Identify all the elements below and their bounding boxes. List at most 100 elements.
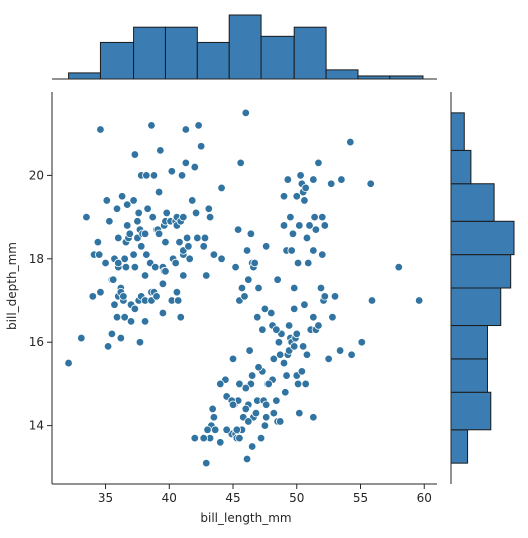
scatter-point bbox=[244, 417, 253, 426]
scatter-point bbox=[366, 179, 375, 188]
x-hist-bar bbox=[196, 41, 230, 80]
scatter-point bbox=[314, 158, 323, 168]
scatter-point bbox=[242, 454, 252, 464]
scatter-points bbox=[64, 108, 424, 468]
scatter-point bbox=[194, 121, 203, 130]
y-hist-bar bbox=[450, 391, 492, 431]
x-tick-label: 40 bbox=[162, 491, 177, 505]
scatter-point bbox=[246, 229, 256, 238]
scatter-point bbox=[121, 262, 131, 272]
scatter-point bbox=[302, 350, 312, 359]
scatter-point bbox=[196, 142, 206, 151]
scatter-point bbox=[135, 338, 145, 347]
scatter-point bbox=[108, 275, 118, 284]
scatter-point bbox=[114, 258, 123, 268]
scatter-point bbox=[130, 262, 140, 272]
scatter-point bbox=[96, 287, 105, 297]
scatter-point bbox=[247, 371, 257, 380]
x-tick-label: 55 bbox=[353, 491, 368, 505]
scatter-point bbox=[256, 433, 266, 443]
scatter-point bbox=[281, 388, 290, 397]
scatter-point bbox=[320, 292, 330, 301]
scatter-point bbox=[228, 400, 238, 409]
scatter-point bbox=[290, 304, 299, 314]
scatter-point bbox=[318, 250, 327, 259]
scatter-point bbox=[267, 308, 276, 318]
scatter-point bbox=[117, 192, 127, 201]
scatter-point bbox=[298, 342, 308, 351]
scatter-point bbox=[258, 325, 267, 334]
scatter-point bbox=[130, 304, 140, 314]
scatter-point bbox=[261, 400, 271, 409]
scatter-point bbox=[318, 212, 327, 222]
scatter-axes bbox=[51, 92, 437, 485]
scatter-point bbox=[125, 229, 134, 238]
x-tick-label: 45 bbox=[225, 491, 240, 505]
y-tick-label: 18 bbox=[29, 252, 44, 266]
scatter-point bbox=[156, 146, 165, 155]
scatter-point bbox=[310, 212, 319, 222]
scatter-point bbox=[235, 433, 244, 443]
scatter-point bbox=[101, 258, 110, 268]
scatter-point bbox=[82, 212, 91, 222]
scatter-point bbox=[254, 363, 263, 372]
scatter-point bbox=[175, 237, 184, 247]
scatter-point bbox=[311, 225, 321, 234]
scatter-point bbox=[209, 250, 219, 259]
scatter-point bbox=[394, 262, 403, 272]
axis-ticks: 35 40 45 50 55 60 14 16 18 20 bbox=[29, 168, 432, 505]
y-axis-label: bill_depth_mm bbox=[5, 242, 19, 330]
scatter-point bbox=[273, 275, 282, 284]
x-axis-label: bill_length_mm bbox=[200, 511, 291, 525]
scatter-point bbox=[269, 354, 279, 364]
scatter-point bbox=[260, 304, 270, 314]
y-tick-label: 14 bbox=[29, 419, 44, 433]
scatter-point bbox=[119, 292, 128, 301]
scatter-point bbox=[228, 354, 238, 364]
scatter-point bbox=[279, 192, 289, 201]
scatter-point bbox=[231, 262, 240, 272]
scatter-point bbox=[296, 171, 305, 180]
scatter-point bbox=[279, 358, 289, 368]
y-hist-bar bbox=[450, 325, 488, 360]
scatter-point bbox=[203, 425, 212, 434]
scatter-point bbox=[209, 413, 219, 422]
scatter-point bbox=[275, 417, 285, 426]
scatter-point bbox=[279, 221, 289, 230]
x-hist-bar bbox=[133, 26, 166, 80]
scatter-point bbox=[140, 271, 150, 280]
scatter-point bbox=[204, 204, 214, 213]
scatter-point bbox=[179, 212, 188, 222]
scatter-point bbox=[93, 237, 103, 247]
y-hist-bar bbox=[450, 254, 512, 289]
scatter-point bbox=[190, 162, 199, 172]
scatter-point bbox=[154, 187, 164, 197]
scatter-point bbox=[140, 317, 150, 326]
scatter-point bbox=[77, 333, 86, 343]
x-hist-bar bbox=[68, 72, 101, 80]
scatter-point bbox=[240, 292, 249, 301]
y-hist-bar bbox=[450, 429, 469, 464]
x-tick-label: 60 bbox=[417, 491, 432, 505]
scatter-point bbox=[181, 158, 191, 168]
scatter-point bbox=[184, 242, 193, 251]
scatter-point bbox=[167, 167, 177, 176]
scatter-point bbox=[300, 196, 309, 205]
scatter-point bbox=[116, 333, 126, 343]
scatter-point bbox=[158, 279, 168, 289]
scatter-point bbox=[217, 254, 226, 264]
scatter-point bbox=[152, 292, 161, 301]
x-hist-bar bbox=[260, 35, 295, 80]
scatter-point bbox=[222, 425, 231, 434]
scatter-point bbox=[264, 379, 273, 389]
scatter-point bbox=[154, 229, 164, 238]
scatter-point bbox=[216, 379, 225, 389]
scatter-point bbox=[162, 208, 171, 218]
x-hist-bar bbox=[293, 26, 327, 80]
scatter-point bbox=[112, 312, 122, 322]
scatter-point bbox=[94, 250, 104, 259]
scatter-point bbox=[324, 354, 333, 364]
scatter-point bbox=[149, 171, 159, 180]
scatter-point bbox=[105, 217, 114, 226]
